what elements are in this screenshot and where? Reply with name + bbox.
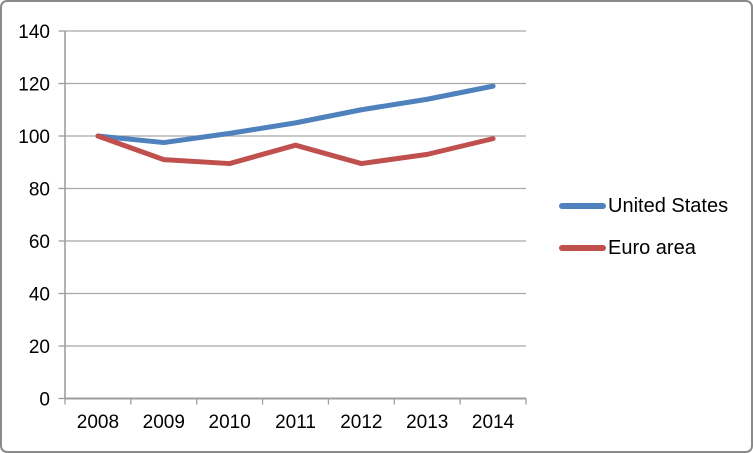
- y-axis-label-0: 0: [39, 390, 50, 411]
- x-axis-label-2013: 2013: [406, 412, 448, 433]
- x-axis-label-2009: 2009: [143, 412, 185, 433]
- x-axis-label-2008: 2008: [77, 412, 119, 433]
- x-axis-label-2011: 2011: [275, 412, 316, 433]
- y-axis-label-60: 60: [29, 232, 50, 253]
- legend-marker-united-states: [559, 203, 606, 209]
- legend-label-united-states: United States: [608, 195, 729, 217]
- y-axis-label-40: 40: [29, 285, 50, 306]
- legend-item-united-states[interactable]: United States: [559, 195, 728, 217]
- legend-label-euro-area: Euro area: [608, 237, 696, 259]
- y-axis-label-120: 120: [18, 75, 50, 96]
- legend-marker-euro-area: [559, 245, 606, 251]
- y-axis-label-140: 140: [18, 22, 50, 43]
- legend-item-euro-area[interactable]: Euro area: [559, 237, 696, 259]
- series-line-euro-area[interactable]: [95, 133, 496, 167]
- x-axis-label-2012: 2012: [340, 412, 382, 433]
- series-line-united-states[interactable]: [95, 83, 496, 146]
- x-axis-label-2014: 2014: [472, 412, 515, 433]
- x-axis-label-2010: 2010: [209, 412, 251, 433]
- y-axis-label-20: 20: [29, 337, 50, 358]
- y-axis-label-100: 100: [18, 127, 50, 148]
- y-axis-label-80: 80: [29, 180, 50, 201]
